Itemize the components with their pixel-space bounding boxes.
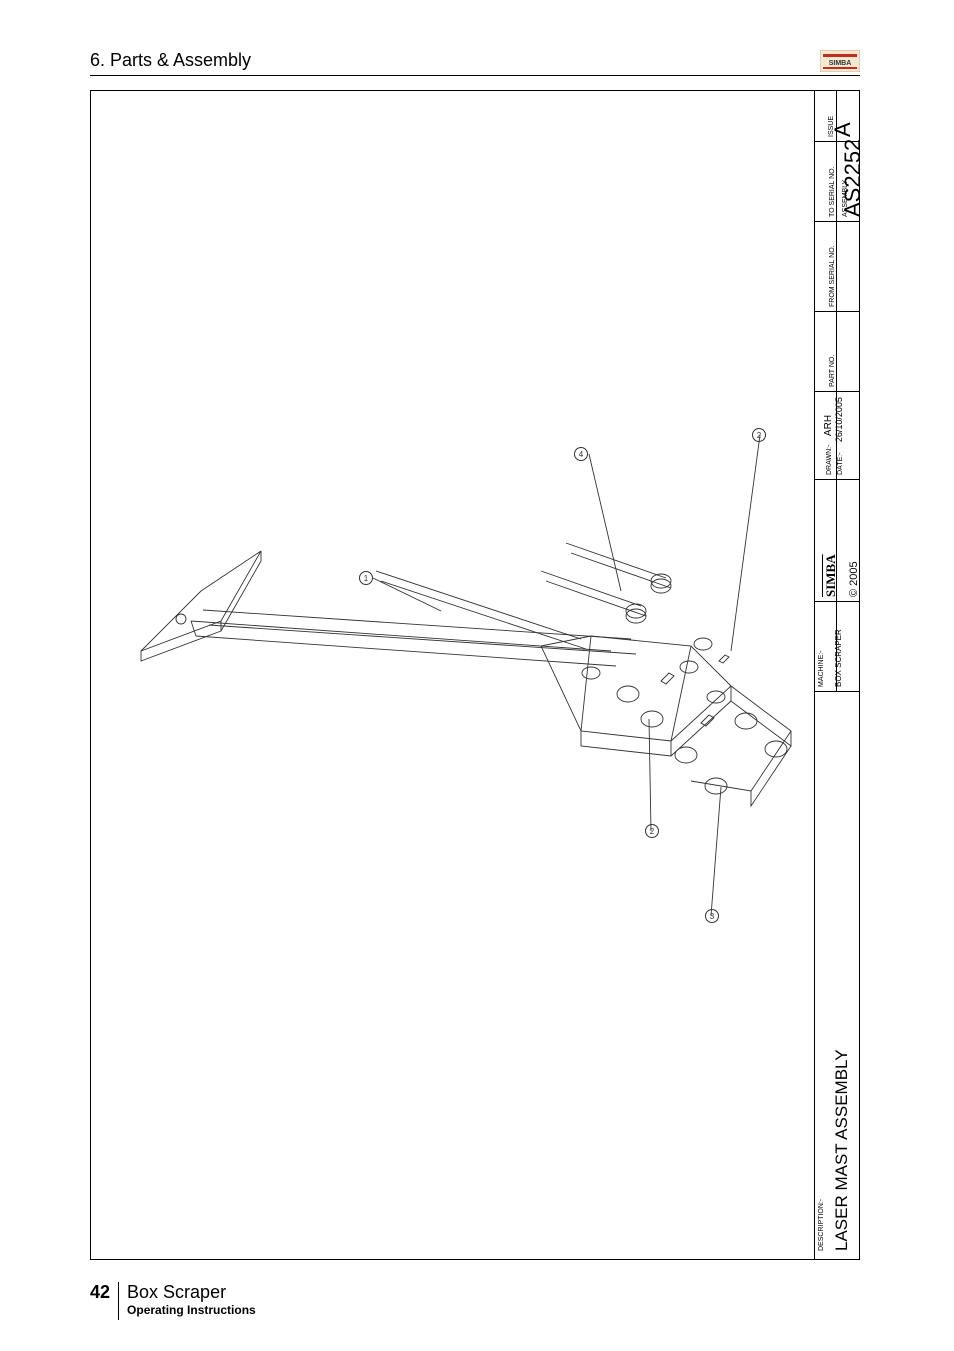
- assembly-value: AS2252: [840, 139, 865, 217]
- page-footer: 42 Box Scraper Operating Instructions: [90, 1282, 256, 1320]
- from-serial-label: FROM SERIAL NO.: [829, 245, 836, 307]
- title-block: DESCRIPTION:- LASER MAST ASSEMBLY MACHIN…: [814, 91, 859, 1259]
- callout-2: 2: [645, 824, 659, 838]
- page-number: 42: [90, 1282, 119, 1320]
- drawing-frame: 1 2 2 3 4 DESCRIPTION:-: [90, 90, 860, 1260]
- svg-text:SIMBA: SIMBA: [829, 60, 852, 67]
- date-value: 26/10/2005: [834, 397, 844, 442]
- issue-value: A: [830, 122, 855, 137]
- callout-1: 1: [359, 571, 373, 585]
- doc-subtitle: Operating Instructions: [127, 1303, 256, 1317]
- technical-drawing: 1 2 2 3 4: [91, 91, 811, 1259]
- description-label: DESCRIPTION:-: [818, 1206, 825, 1251]
- callout-3: 3: [705, 909, 719, 923]
- partno-label: PART NO.: [829, 355, 836, 387]
- machine-value: BOX SCRAPER: [834, 629, 843, 687]
- date-label: DATE:-: [837, 453, 844, 475]
- brand-logo: SIMBA: [820, 50, 860, 72]
- callout-2b: 2: [752, 428, 766, 442]
- description-value: LASER MAST ASSEMBLY: [832, 1049, 851, 1251]
- company-logo-text: SIMBA: [823, 554, 838, 597]
- copyright: © 2005: [848, 561, 860, 597]
- machine-label: MACHINE:-: [818, 642, 825, 687]
- section-header: 6. Parts & Assembly: [90, 50, 860, 76]
- callout-4: 4: [574, 447, 588, 461]
- product-name: Box Scraper: [127, 1282, 256, 1303]
